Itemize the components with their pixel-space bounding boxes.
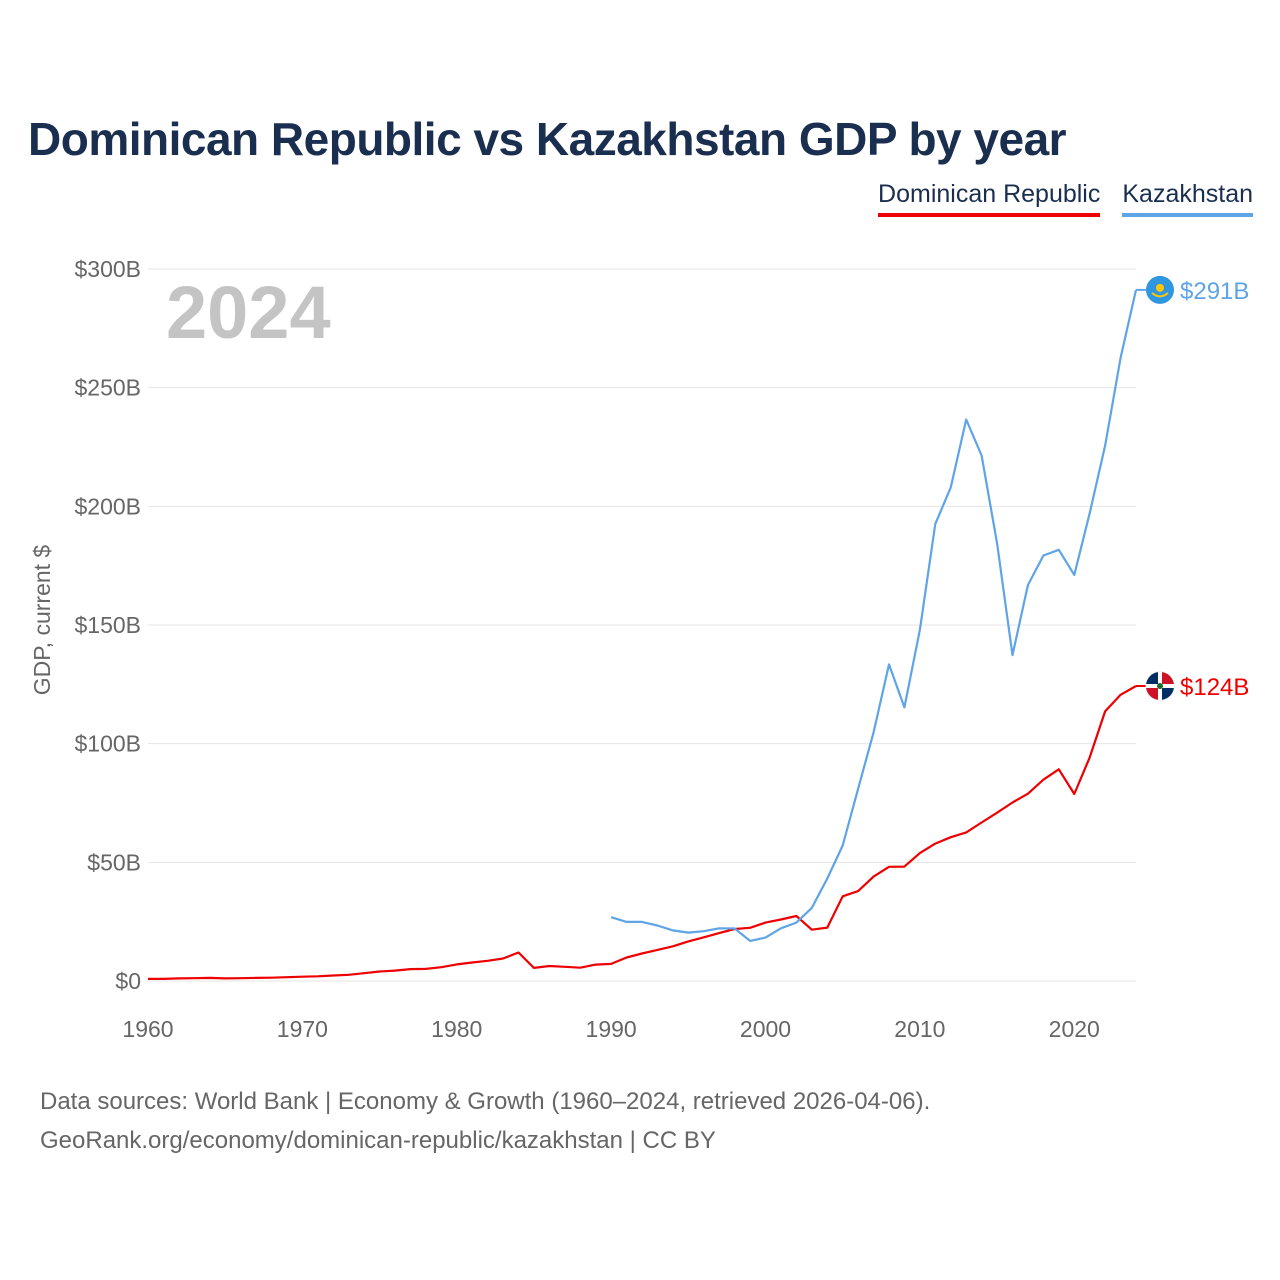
y-tick-label: $0: [115, 968, 141, 994]
series-end-labels: $124B $291B: [1136, 275, 1249, 701]
series-line-kazakhstan[interactable]: [610, 289, 1138, 943]
legend-item-kazakhstan[interactable]: Kazakhstan: [1122, 180, 1253, 217]
y-tick-label: $100B: [74, 731, 141, 757]
legend: Dominican Republic Kazakhstan: [878, 180, 1253, 217]
year-watermark: 2024: [166, 271, 331, 354]
x-tick-label: 1980: [431, 1016, 482, 1042]
end-value-label: $124B: [1180, 674, 1249, 701]
series-line-dominican-republic[interactable]: [148, 685, 1137, 981]
chart-title: Dominican Republic vs Kazakhstan GDP by …: [28, 113, 1067, 165]
gdp-line-chart: $0 $50B $100B $150B $200B $250B $300B 1960 1970…: [29, 256, 1249, 1042]
series-lines: [148, 289, 1138, 981]
x-tick-label: 1960: [122, 1016, 173, 1042]
x-tick-label: 2020: [1049, 1016, 1100, 1042]
y-axis-ticks: $0 $50B $100B $150B $200B $250B $300B: [74, 256, 141, 994]
x-tick-label: 1990: [586, 1016, 637, 1042]
footer-source: Data sources: World Bank | Economy & Gro…: [40, 1088, 931, 1115]
y-axis-label: GDP, current $: [29, 545, 55, 696]
y-tick-label: $200B: [74, 493, 141, 519]
gridlines: [148, 268, 1136, 982]
footer: Data sources: World Bank | Economy & Gro…: [40, 1082, 930, 1160]
x-tick-label: 2000: [740, 1016, 791, 1042]
y-tick-label: $300B: [74, 256, 141, 282]
y-tick-label: $250B: [74, 375, 141, 401]
x-axis-ticks: 1960 1970 1980 1990 2000 2010 2020: [122, 1016, 1099, 1042]
legend-item-dominican-republic[interactable]: Dominican Republic: [878, 180, 1101, 217]
kazakhstan-flag-icon: [1146, 275, 1174, 304]
y-tick-label: $50B: [87, 849, 141, 875]
footer-link[interactable]: GeoRank.org/economy/dominican-republic/k…: [40, 1127, 716, 1154]
end-value-label: $291B: [1180, 278, 1249, 305]
dominican-republic-flag-icon: [1145, 671, 1175, 701]
x-tick-label: 1970: [277, 1016, 328, 1042]
y-tick-label: $150B: [74, 612, 141, 638]
x-tick-label: 2010: [894, 1016, 945, 1042]
